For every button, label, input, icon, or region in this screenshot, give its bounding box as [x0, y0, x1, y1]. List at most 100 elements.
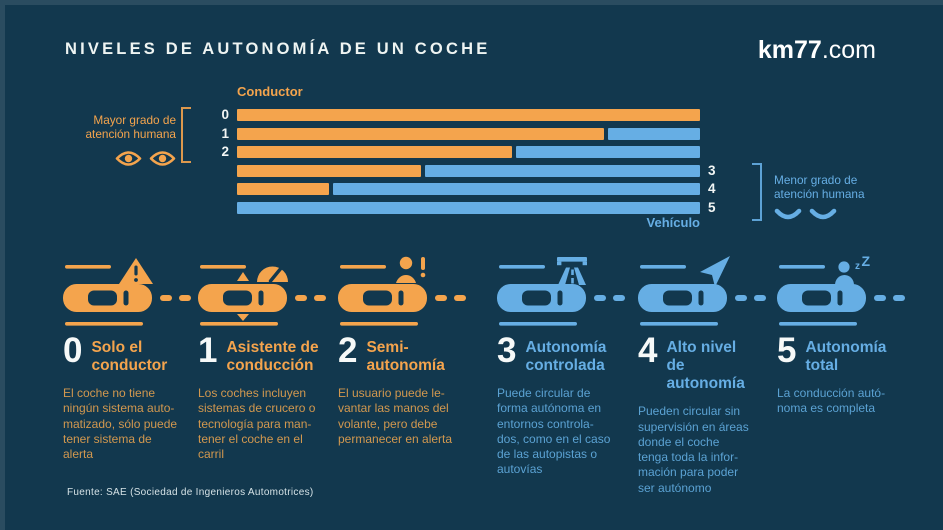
closed-eye-icon — [809, 209, 837, 220]
level-4-heading: 4 Alto nivel de autonomía — [638, 331, 766, 393]
car-top-view-icon — [63, 284, 191, 312]
level-3-icon-block — [497, 256, 625, 332]
arrow-up-icon — [237, 272, 249, 281]
level-title: Alto nivel de autonomía — [666, 339, 745, 393]
bar-level-label: 3 — [708, 162, 716, 178]
level-number: 5 — [777, 331, 797, 370]
car-top-view-icon — [198, 284, 326, 312]
svg-text:Z: Z — [862, 256, 871, 269]
page-title: NIVELES DE AUTONOMÍA DE UN COCHE — [65, 40, 491, 58]
level-0-car-lane-icon — [63, 258, 191, 326]
level-2-icon-block — [338, 256, 466, 332]
level-number: 3 — [497, 331, 517, 370]
level-description: El usuario puede le- vantar las manos de… — [338, 386, 453, 446]
level-1-icon-block — [198, 256, 326, 332]
level-number: 4 — [638, 331, 658, 370]
human-attention-high-annotation: Mayor grado de atención humana — [58, 99, 176, 182]
level-title: Solo el conductor — [91, 339, 168, 375]
lane-line-bottom — [499, 322, 577, 326]
brand-logo: km77.com — [758, 36, 876, 65]
level-2-heading: 2 Semi- autonomía — [338, 331, 466, 375]
brand-suffix: .com — [821, 36, 876, 64]
closed-eyes-icon — [774, 208, 906, 221]
level-card-3: 3 Autonomía controlada Puede circular de f… — [497, 256, 625, 478]
lane-line-top — [779, 265, 825, 269]
level-5-icon-block: z Z — [777, 253, 905, 332]
autonomy-bar-row-4: 4 — [237, 182, 716, 196]
person-sleeping-icon: z Z — [835, 253, 871, 285]
level-5-heading: 5 Autonomía total — [777, 331, 905, 375]
person-alert-icon — [396, 256, 426, 283]
car-top-view-icon — [777, 284, 905, 312]
highway-icon — [557, 257, 587, 285]
human-attention-low-label: Menor grado de atención humana — [774, 173, 865, 202]
autonomy-bar-row-5: 5 — [237, 200, 716, 214]
level-1-car-lane-icon — [198, 265, 326, 326]
car-top-view-icon — [497, 284, 625, 312]
level-card-0: 0 Solo el conductor El coche no tiene ning… — [63, 256, 191, 462]
bar-level-label: 0 — [221, 107, 229, 122]
level-card-2: 2 Semi- autonomía El usuario puede le- van… — [338, 256, 466, 447]
level-description: Los coches incluyen sistemas de crucero … — [198, 386, 316, 462]
open-eye-icon — [149, 151, 176, 167]
level-3-heading: 3 Autonomía controlada — [497, 331, 625, 375]
car-top-view-icon — [338, 284, 466, 312]
lane-line-top — [200, 265, 246, 269]
autonomy-bar-row-3: 3 — [237, 163, 716, 177]
closed-eye-icon — [774, 209, 802, 220]
level-0-icon-block — [63, 256, 191, 332]
autonomy-bar-row-0: 0 — [221, 108, 700, 122]
level-title: Asistente de conducción — [226, 339, 319, 375]
level-5-car-lane-icon: z Z — [777, 253, 905, 326]
navigation-arrow-icon — [700, 256, 730, 287]
driver-levels-bracket — [181, 107, 191, 163]
level-4-icon-block — [638, 256, 766, 332]
level-title: Autonomía controlada — [525, 339, 607, 375]
level-2-car-lane-icon — [338, 256, 466, 326]
vehicle-bar-segment — [237, 201, 700, 214]
conductor-bar-segment — [237, 164, 421, 177]
brand-primary: km77 — [757, 36, 822, 64]
vehicle-bar-segment — [424, 164, 700, 177]
speedometer-icon — [257, 265, 288, 283]
lane-line-top — [640, 265, 686, 269]
level-title: Autonomía total — [805, 339, 887, 375]
source-note: Fuente: SAE (Sociedad de Ingenieros Auto… — [67, 487, 314, 498]
level-card-5: z Z 5 Autonomía total La conducción autó- … — [777, 253, 905, 417]
level-3-car-lane-icon — [497, 257, 625, 326]
vehicle-levels-bracket — [752, 163, 762, 221]
open-eye-icon — [115, 151, 142, 167]
level-4-car-lane-icon — [638, 256, 766, 326]
human-attention-low-annotation: Menor grado de atención humana — [774, 159, 906, 236]
level-card-1: 1 Asistente de conducción Los coches inclu… — [198, 256, 326, 462]
lane-line-bottom — [65, 322, 143, 326]
lane-line-top — [65, 265, 111, 269]
level-description: El coche no tiene ningún sistema auto- m… — [63, 386, 178, 462]
lane-line-bottom — [779, 322, 857, 326]
level-number: 0 — [63, 331, 83, 370]
lane-line-bottom — [200, 322, 278, 326]
bar-level-label: 1 — [221, 125, 229, 141]
autonomy-bar-row-2: 2 — [221, 145, 700, 159]
warning-triangle-icon — [119, 258, 153, 284]
human-attention-high-label: Mayor grado de atención humana — [85, 113, 176, 142]
vehicle-axis-label: Vehículo — [646, 215, 700, 230]
autonomy-bar-chart: 0 1 2 3 4 5 — [221, 108, 716, 219]
level-number: 2 — [338, 331, 358, 370]
level-description: La conducción autó- noma es completa — [777, 386, 886, 416]
lane-line-bottom — [640, 322, 718, 326]
open-eyes-icon — [58, 150, 176, 167]
conductor-bar-segment — [237, 109, 700, 121]
arrow-down-icon — [237, 314, 249, 321]
lane-line-bottom — [340, 322, 418, 326]
lane-line-top — [340, 265, 386, 269]
level-cards: 0 Solo el conductor El coche no tiene ning… — [0, 253, 943, 495]
level-description: Puede circular de forma autónoma en ento… — [497, 386, 611, 477]
level-number: 1 — [198, 331, 218, 370]
conductor-bar-segment — [237, 183, 329, 195]
conductor-bar-segment — [237, 127, 605, 140]
bar-level-label: 2 — [221, 144, 229, 159]
level-description: Pueden circular sin supervisión en áreas… — [638, 404, 749, 495]
level-1-heading: 1 Asistente de conducción — [198, 331, 326, 375]
vehicle-bar-segment — [332, 183, 700, 195]
